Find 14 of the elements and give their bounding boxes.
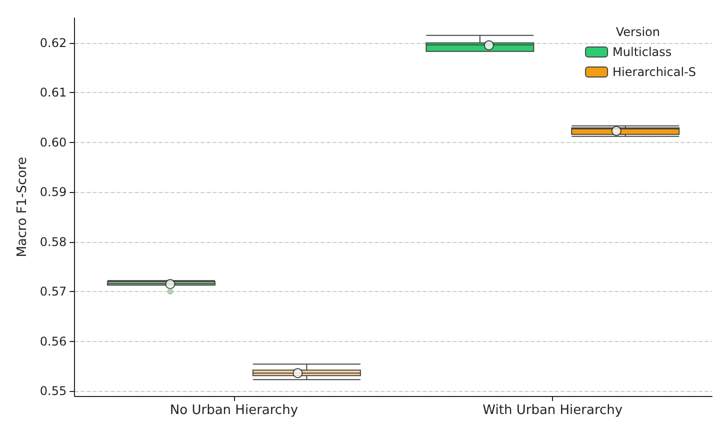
y-tick-label: 0.61 xyxy=(40,86,67,100)
x-tick-label: No Urban Hierarchy xyxy=(170,403,298,418)
y-tick-label: 0.60 xyxy=(40,135,67,150)
y-tick-label: 0.58 xyxy=(40,234,67,249)
legend-title: Version xyxy=(616,25,660,39)
y-tick-label: 0.59 xyxy=(40,185,67,200)
y-tick-label: 0.55 xyxy=(40,384,67,398)
legend-label: Hierarchical-S xyxy=(612,65,696,79)
y-axis-title: Macro F1-Score xyxy=(15,156,30,258)
x-tick-label: With Urban Hierarchy xyxy=(482,403,623,418)
legend-label: Multiclass xyxy=(612,45,672,59)
y-tick-label: 0.56 xyxy=(40,334,67,348)
y-tick-label: 0.57 xyxy=(40,284,67,299)
y-tick-label: 0.62 xyxy=(40,36,67,50)
